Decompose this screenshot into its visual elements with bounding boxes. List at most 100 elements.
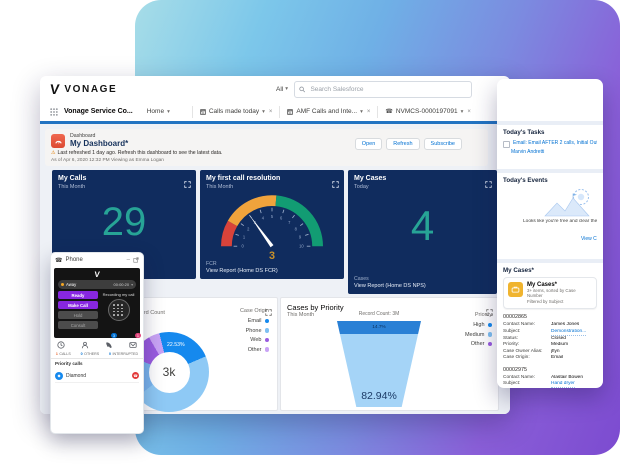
tab-calls-made-today[interactable]: Calls made today ▾ × xyxy=(191,105,280,118)
make-call-button[interactable]: Make Call xyxy=(58,301,98,309)
alerts-count-badge: 1 xyxy=(135,333,141,338)
svg-text:4: 4 xyxy=(262,216,265,221)
empty-events-illustration xyxy=(544,189,590,217)
subject-link[interactable]: Hand dryer xyxy=(551,381,575,388)
field-label: Status: xyxy=(503,336,518,342)
task-item: Email: Email AFTER 2 calls, Initial Outr… xyxy=(503,140,597,148)
subscribe-button[interactable]: Subscribe xyxy=(423,138,462,150)
voicemail-badge-icon[interactable]: 1 xyxy=(129,333,141,354)
tab-amf-calls[interactable]: AMF Calls and Inte... ▾ × xyxy=(279,105,377,118)
donut-center-value: 3k xyxy=(162,365,176,379)
task-checkbox[interactable] xyxy=(503,140,510,148)
contact-pad-controls: Ready Make Call Hold Consult Recording m… xyxy=(58,291,136,329)
svg-text:8: 8 xyxy=(295,226,298,231)
footer-label: Cases xyxy=(354,275,369,282)
case-number-link[interactable]: 00002865 xyxy=(503,314,527,321)
ready-button[interactable]: Ready xyxy=(58,291,98,299)
vonage-logo-icon: V xyxy=(49,81,61,97)
tab-call-record[interactable]: ☎ NVMCS-0000197091 ▾ × xyxy=(377,105,478,118)
global-search[interactable] xyxy=(294,80,472,98)
hold-button[interactable]: Hold xyxy=(58,311,98,319)
section-divider xyxy=(497,169,603,173)
legend-item[interactable]: Other xyxy=(240,347,269,353)
widget-title: Cases by Priority xyxy=(287,303,344,312)
history-icon[interactable] xyxy=(57,336,65,354)
contacts-icon[interactable] xyxy=(81,336,89,354)
status-pill[interactable]: Away 00:00:20 ▾ xyxy=(58,280,136,289)
chevron-down-icon: ▾ xyxy=(285,86,288,92)
contact-pad: V Away 00:00:20 ▾ Ready Make Call Hold C… xyxy=(54,268,140,338)
view-report-link[interactable]: View Report (Home DS FCR) xyxy=(206,268,278,274)
case-number-link[interactable]: 00002975 xyxy=(503,366,527,373)
close-icon[interactable]: × xyxy=(366,108,371,115)
open-button[interactable]: Open xyxy=(354,138,383,150)
expand-icon[interactable] xyxy=(486,303,493,321)
calls-badge-icon[interactable]: 3 xyxy=(105,333,117,354)
widget-subtitle: This Month xyxy=(287,312,315,318)
donut-legend: Case Origin Email Phone Web Other xyxy=(240,308,269,356)
refresh-warning: ⚠ Last refreshed 1 day ago. Refresh this … xyxy=(51,150,222,156)
legend-label: Medium xyxy=(464,331,485,338)
tab-calls[interactable]: 1 CALLS xyxy=(56,352,71,356)
search-input[interactable] xyxy=(308,84,467,94)
keypad-button[interactable] xyxy=(107,299,130,321)
subject-link[interactable]: Demonstration... xyxy=(551,329,587,337)
task-link[interactable]: Email: Email AFTER 2 calls, Initial Outr… xyxy=(513,140,597,146)
funnel-stage-high: 14.7% xyxy=(337,321,421,334)
legend-item[interactable]: High xyxy=(465,322,492,328)
donut-axis-label: Record Count xyxy=(131,310,165,316)
refresh-button[interactable]: Refresh xyxy=(386,138,420,150)
widget-title: My Cases xyxy=(354,175,387,182)
close-icon[interactable]: × xyxy=(268,108,273,115)
close-icon[interactable]: × xyxy=(467,108,471,115)
case-field-row: Priority: Medium xyxy=(503,342,597,348)
section-divider xyxy=(497,121,603,125)
case-field-row: Subject: Hand dryer xyxy=(503,381,597,388)
consult-button[interactable]: Consult xyxy=(58,321,98,329)
legend-swatch xyxy=(487,332,492,337)
expand-icon[interactable] xyxy=(265,303,272,321)
legend-item[interactable]: Other xyxy=(465,341,492,347)
dashboard-icon xyxy=(51,134,65,148)
minimize-icon[interactable]: – xyxy=(126,257,130,263)
warning-icon: ⚠ xyxy=(51,150,56,156)
tab-label: NVMCS-0000197091 xyxy=(395,108,458,115)
priority-call-item[interactable]: ◆ Diamond ☎ xyxy=(55,369,139,383)
chevron-down-icon: ▾ xyxy=(167,108,170,115)
task-assignee-link[interactable]: Marvin Andretti xyxy=(511,149,545,155)
contact-avatar-icon: ◆ xyxy=(55,371,63,380)
field-label: Subject: xyxy=(503,328,521,334)
legend-swatch xyxy=(264,328,269,333)
view-report-link[interactable]: View Report (Home DS NPS) xyxy=(354,283,426,289)
tab-interrupted[interactable]: 0 INTERRUPTED xyxy=(109,352,138,356)
tab-home[interactable]: Home ▾ xyxy=(147,108,170,115)
legend-label: Email xyxy=(247,318,262,324)
tab-others[interactable]: 0 OTHERS xyxy=(81,352,99,356)
chevron-down-icon: ▾ xyxy=(460,108,464,115)
search-scope-dropdown[interactable]: All ▾ xyxy=(276,86,288,93)
vonage-logo-icon: V xyxy=(93,270,101,279)
phone-tabs: 1 CALLS 0 OTHERS 0 INTERRUPTED xyxy=(51,352,143,359)
phone-widget-title: Phone xyxy=(65,257,83,263)
app-launcher-icon[interactable] xyxy=(50,107,58,116)
field-label: Case Origin: xyxy=(503,355,530,361)
my-cases-list-header[interactable]: My Cases* 3+ items, sorted by Case Numbe… xyxy=(503,277,597,310)
expand-icon[interactable] xyxy=(485,175,492,193)
legend-item[interactable]: Phone xyxy=(240,328,269,334)
legend-item[interactable]: Email xyxy=(240,318,269,324)
widget-subtitle: Today xyxy=(354,184,369,190)
view-calendar-link[interactable]: View Calendar xyxy=(581,236,597,242)
status-timer: 00:00:20 xyxy=(113,282,130,287)
legend-item[interactable]: Medium xyxy=(465,332,492,338)
expand-icon[interactable] xyxy=(332,175,339,193)
tab-label: AMF Calls and Inte... xyxy=(296,108,358,115)
gauge-needle xyxy=(248,214,274,248)
funnel-stage-medium-label: 82.94% xyxy=(361,390,397,402)
popout-icon[interactable] xyxy=(133,257,139,263)
tab-count: 0 xyxy=(80,352,83,356)
legend-item[interactable]: Web xyxy=(240,337,269,343)
legend-label: Other xyxy=(247,346,262,353)
as-of-text: As of Apr 6, 2020 12:32 PM Viewing as Em… xyxy=(51,157,164,163)
phone-icon: ☎ xyxy=(385,109,393,115)
expand-icon[interactable] xyxy=(184,175,191,193)
